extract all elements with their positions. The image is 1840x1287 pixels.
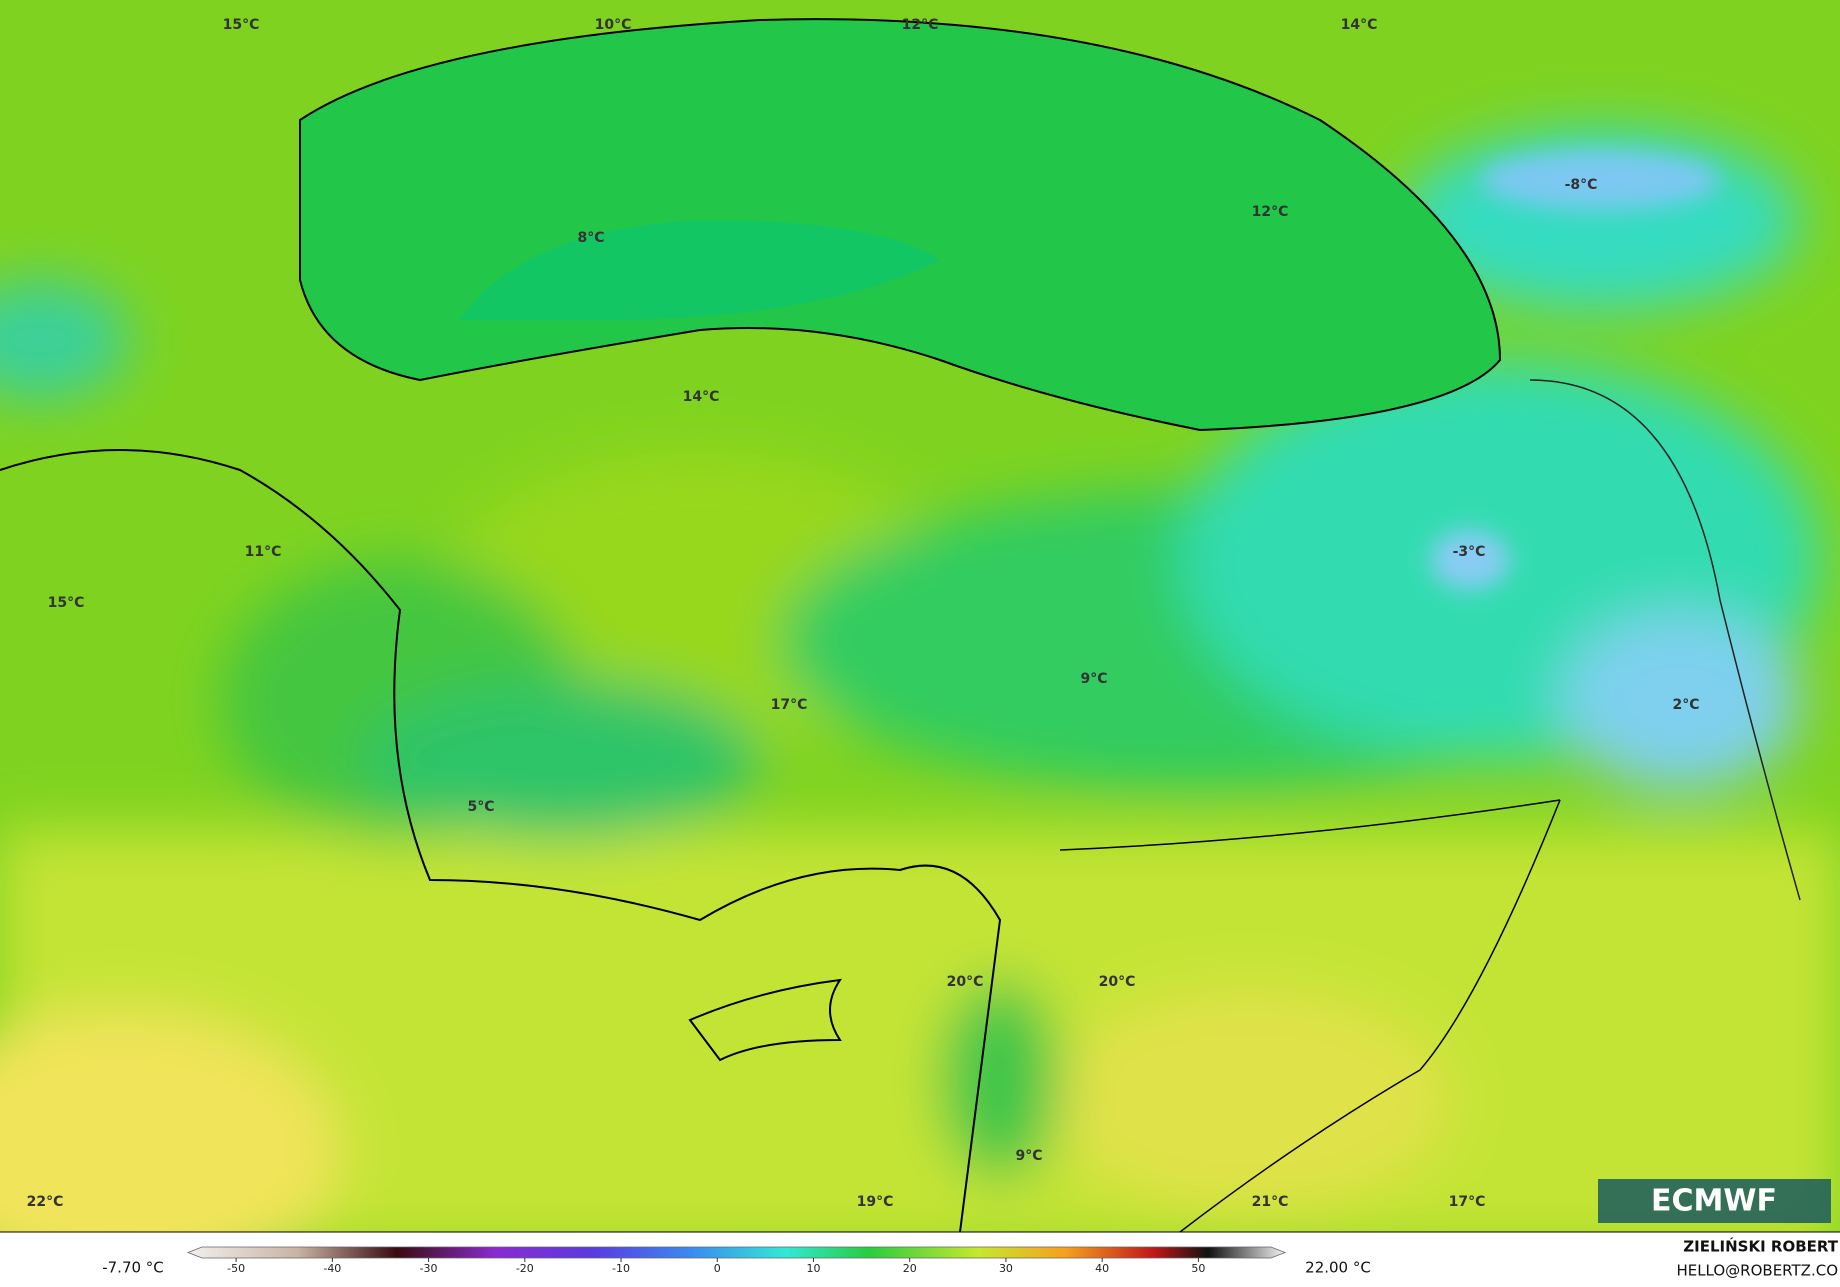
temp-label: 21°C [1252, 1194, 1289, 1210]
temp-label: 5°C [467, 799, 494, 815]
temp-label: 11°C [245, 544, 282, 560]
temp-label: 17°C [1449, 1194, 1486, 1210]
temp-label: 20°C [947, 974, 984, 990]
temp-label: 14°C [1341, 17, 1378, 33]
temp-label: 8°C [577, 230, 604, 246]
labels: 15°C 10°C 12°C 14°C -8°C 12°C 8°C 14°C 1… [27, 17, 1700, 1210]
coastline [0, 449, 1002, 1232]
min-label: -7.70 °C [102, 1259, 164, 1277]
colorbar-tick-label: -30 [420, 1262, 438, 1275]
author: ZIELIŃSKI ROBERT [1683, 1237, 1838, 1256]
colorbar-tick-label: 50 [1191, 1262, 1205, 1275]
temp-label: -3°C [1453, 544, 1486, 560]
temp-label: 17°C [771, 697, 808, 713]
temp-label: 22°C [27, 1194, 64, 1210]
logo: ECMWF [1651, 1184, 1777, 1219]
temp-label: 9°C [1080, 671, 1107, 687]
temp-label: 15°C [48, 595, 85, 611]
colorbar-tick-label: 20 [903, 1262, 917, 1275]
temp-label: 12°C [1252, 204, 1289, 220]
colorbar: -50 -40 -30 -20 -10 0 10 20 30 40 50 [186, 1246, 1287, 1275]
temp-label: -8°C [1565, 177, 1598, 193]
colorbar-tick-label: 10 [806, 1262, 820, 1275]
temp-label: 2°C [1672, 697, 1699, 713]
max-label: 22.00 °C [1305, 1259, 1371, 1277]
contact: HELLO@ROBERTZ.CO [1676, 1262, 1838, 1280]
border [1529, 379, 1801, 901]
black-sea [300, 19, 1500, 431]
colorbar-tick-label: 30 [999, 1262, 1013, 1275]
coastline [299, 18, 1502, 432]
cyprus [688, 978, 843, 1062]
logo-box [1598, 1179, 1831, 1223]
colorbar-tick-label: -40 [323, 1262, 341, 1275]
temp-label: 10°C [595, 17, 632, 33]
temp-label: 14°C [683, 389, 720, 405]
temp-label: 15°C [223, 17, 260, 33]
sea-cold-zone [460, 220, 940, 320]
colorbar-tick-label: -20 [516, 1262, 534, 1275]
colorbar-tick-label: -10 [612, 1262, 630, 1275]
temp-label: 19°C [857, 1194, 894, 1210]
temp-label: 20°C [1099, 974, 1136, 990]
colorbar-tick-label: 0 [714, 1262, 721, 1275]
temp-label: 9°C [1015, 1148, 1042, 1164]
colorbar-tick-label: -50 [227, 1262, 245, 1275]
border [1059, 799, 1561, 1232]
colorbar-tick-label: 40 [1095, 1262, 1109, 1275]
colorbar-bar [186, 1246, 1287, 1259]
temp-label: 12°C [902, 17, 939, 33]
